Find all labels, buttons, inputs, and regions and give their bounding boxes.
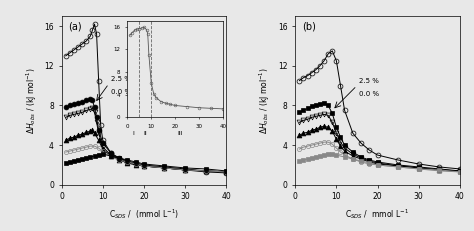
Text: 0.0 %: 0.0 % — [111, 88, 131, 94]
X-axis label: C$_{SDS}$ /  mmol L$^{-1}$: C$_{SDS}$ / mmol L$^{-1}$ — [346, 207, 410, 221]
Text: (a): (a) — [68, 21, 82, 31]
X-axis label: C$_{SDS}$ /  (mmol L$^{-1}$): C$_{SDS}$ / (mmol L$^{-1}$) — [109, 207, 179, 221]
Text: 2.5 %: 2.5 % — [359, 78, 379, 84]
Y-axis label: $\Delta H_{obs}$ / (kJ mol$^{-1}$): $\Delta H_{obs}$ / (kJ mol$^{-1}$) — [258, 67, 273, 134]
Text: (b): (b) — [302, 21, 316, 31]
Y-axis label: $\Delta H_{obs}$ / (kJ mol$^{-1}$): $\Delta H_{obs}$ / (kJ mol$^{-1}$) — [24, 67, 39, 134]
Text: 0.0 %: 0.0 % — [359, 91, 379, 97]
Text: 2.5 %: 2.5 % — [111, 76, 131, 82]
